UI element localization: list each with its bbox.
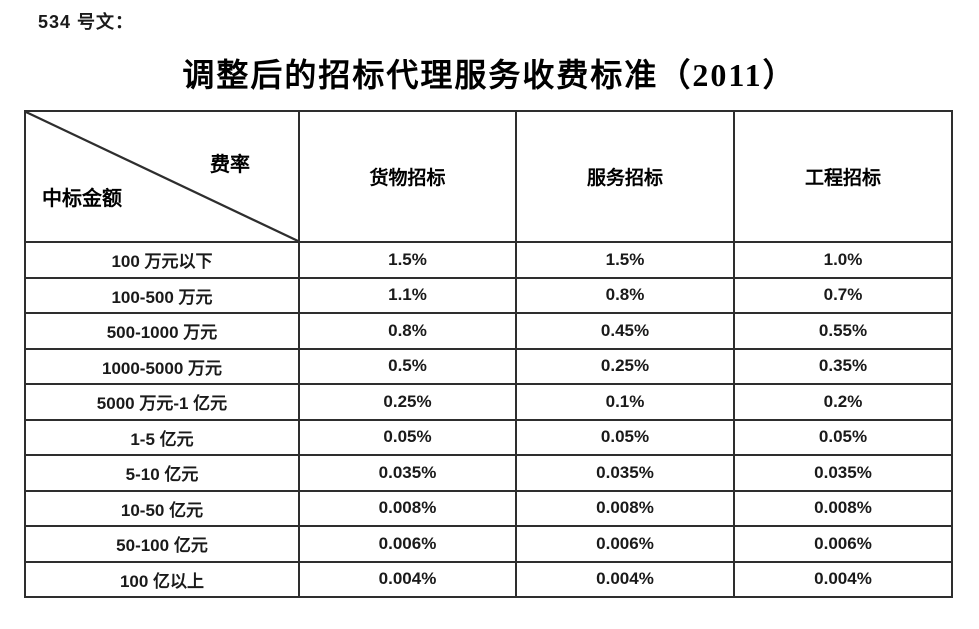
rate-cell: 0.008% (298, 489, 517, 527)
corner-label-rate: 费率 (210, 154, 250, 176)
doc-ref: 534 号文： (38, 12, 135, 32)
rate-cell: 0.05% (298, 418, 517, 456)
table-row: 1-5 亿元 0.05% 0.05% 0.05% (24, 418, 953, 456)
rate-cell: 0.05% (733, 418, 953, 456)
row-label: 50-100 亿元 (24, 525, 300, 563)
row-label: 100 万元以下 (24, 241, 300, 279)
row-label: 5000 万元-1 亿元 (24, 383, 300, 421)
rate-cell: 0.2% (733, 383, 953, 421)
row-label: 1-5 亿元 (24, 418, 300, 456)
table-row: 100 万元以下 1.5% 1.5% 1.0% (24, 241, 953, 279)
rate-cell: 0.008% (733, 489, 953, 527)
table-row: 1000-5000 万元 0.5% 0.25% 0.35% (24, 347, 953, 385)
corner-label-amount: 中标金额 (42, 188, 122, 210)
column-header-services: 服务招标 (515, 110, 735, 243)
rate-cell: 0.004% (733, 560, 953, 598)
rate-cell: 0.035% (733, 454, 953, 492)
table-row: 100-500 万元 1.1% 0.8% 0.7% (24, 276, 953, 314)
diagonal-divider-line (26, 112, 298, 241)
rate-cell: 0.25% (515, 347, 735, 385)
row-label: 500-1000 万元 (24, 312, 300, 350)
rate-cell: 0.5% (298, 347, 517, 385)
rate-cell: 0.1% (515, 383, 735, 421)
rate-cell: 0.004% (515, 560, 735, 598)
table-row: 500-1000 万元 0.8% 0.45% 0.55% (24, 312, 953, 350)
corner-header-cell: 费率 中标金额 (24, 110, 300, 243)
rate-cell: 0.25% (298, 383, 517, 421)
rate-cell: 0.55% (733, 312, 953, 350)
page-title: 调整后的招标代理服务收费标准（2011） (182, 57, 797, 93)
rate-cell: 0.8% (298, 312, 517, 350)
rate-cell: 1.0% (733, 241, 953, 279)
rate-cell: 0.006% (515, 525, 735, 563)
row-label: 100-500 万元 (24, 276, 300, 314)
rate-cell: 1.5% (298, 241, 517, 279)
rate-cell: 0.006% (733, 525, 953, 563)
table-header-row: 费率 中标金额 货物招标 服务招标 工程招标 (24, 110, 953, 243)
rate-cell: 0.004% (298, 560, 517, 598)
rate-cell: 1.5% (515, 241, 735, 279)
rate-cell: 0.8% (515, 276, 735, 314)
row-label: 10-50 亿元 (24, 489, 300, 527)
column-header-engineering: 工程招标 (733, 110, 953, 243)
fee-table: 费率 中标金额 货物招标 服务招标 工程招标 100 万元以下 1.5% 1.5… (24, 110, 953, 598)
rate-cell: 0.006% (298, 525, 517, 563)
rate-cell: 0.035% (515, 454, 735, 492)
rate-cell: 0.008% (515, 489, 735, 527)
rate-cell: 0.05% (515, 418, 735, 456)
column-header-goods: 货物招标 (298, 110, 517, 243)
table-row: 100 亿以上 0.004% 0.004% 0.004% (24, 560, 953, 598)
rate-cell: 1.1% (298, 276, 517, 314)
row-label: 1000-5000 万元 (24, 347, 300, 385)
rate-cell: 0.035% (298, 454, 517, 492)
rate-cell: 0.35% (733, 347, 953, 385)
table-row: 50-100 亿元 0.006% 0.006% 0.006% (24, 525, 953, 563)
rate-cell: 0.7% (733, 276, 953, 314)
row-label: 100 亿以上 (24, 560, 300, 598)
table-row: 10-50 亿元 0.008% 0.008% 0.008% (24, 489, 953, 527)
rate-cell: 0.45% (515, 312, 735, 350)
table-row: 5-10 亿元 0.035% 0.035% 0.035% (24, 454, 953, 492)
row-label: 5-10 亿元 (24, 454, 300, 492)
table-row: 5000 万元-1 亿元 0.25% 0.1% 0.2% (24, 383, 953, 421)
